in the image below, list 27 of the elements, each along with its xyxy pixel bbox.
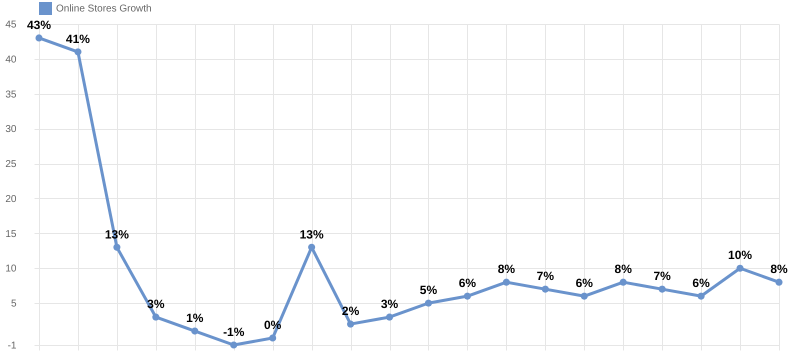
data-label: 13% [300, 227, 324, 242]
data-label: 7% [653, 269, 672, 284]
data-label: 1% [186, 311, 204, 326]
data-label: 43% [26, 18, 52, 32]
data-label: 7% [536, 269, 554, 284]
y-tick-label: 10 [5, 264, 17, 275]
data-label: 41% [66, 32, 90, 46]
data-label: 8% [770, 262, 788, 276]
data-label: 6% [692, 276, 710, 290]
legend-label: Online Stores Growth [56, 4, 152, 14]
y-tick-label: 30 [5, 124, 17, 136]
y-tick-label: 5 [10, 298, 17, 310]
y-tick-label: 25 [5, 159, 17, 170]
data-label: 5% [420, 283, 438, 298]
y-tick-label: 35 [5, 89, 17, 100]
data-label: -1% [223, 325, 245, 339]
y-tick-label: 20 [5, 194, 17, 205]
data-label: 8% [614, 262, 632, 276]
data-label: 6% [458, 276, 476, 290]
data-label: 6% [576, 276, 594, 290]
data-label: 8% [498, 262, 516, 276]
y-tick-label: 40 [5, 54, 17, 66]
y-tick-label: 15 [5, 228, 17, 240]
data-label: 10% [728, 248, 752, 262]
y-tick-label: -1 [8, 340, 17, 352]
data-label: 3% [380, 297, 399, 312]
y-tick-label: 45 [5, 20, 17, 30]
